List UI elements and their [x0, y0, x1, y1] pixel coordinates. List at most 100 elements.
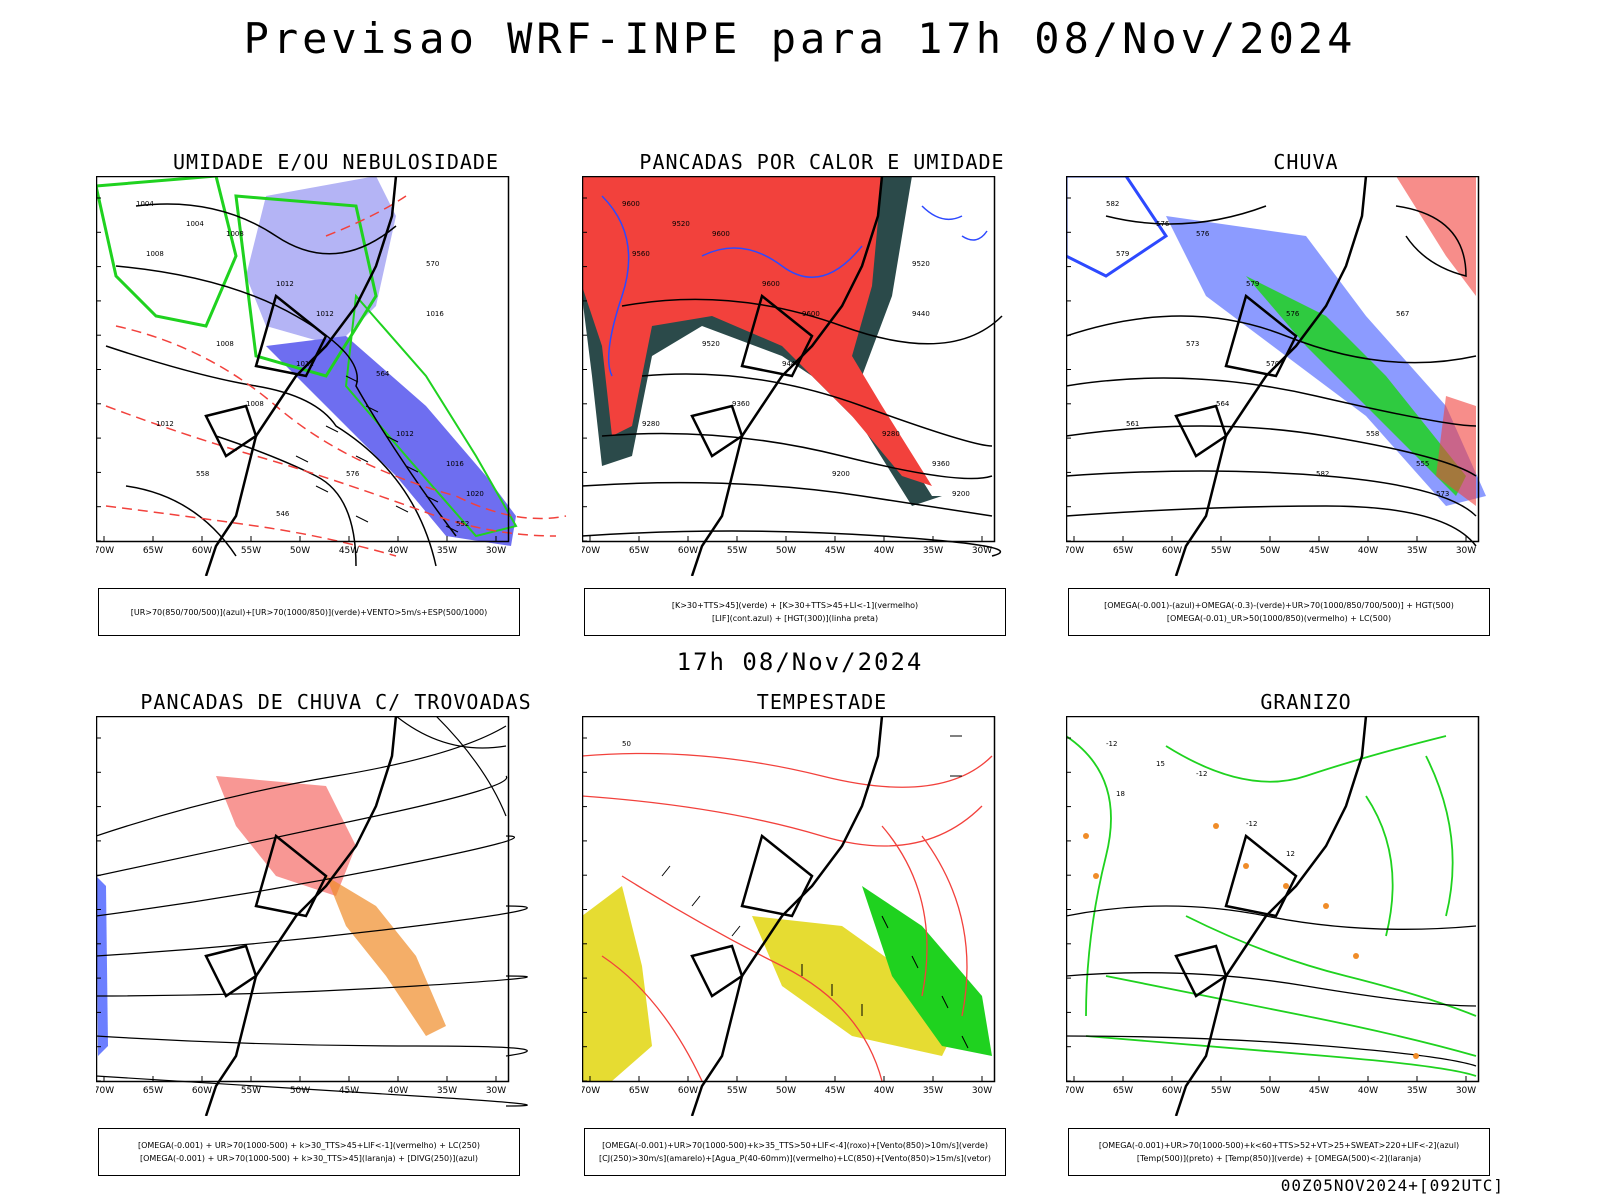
- contour-label: 573: [1436, 490, 1449, 498]
- lon-tick-label: 60W: [1162, 546, 1182, 556]
- contour-label: 579: [1246, 280, 1259, 288]
- lon-tick-label: 70W: [1066, 1086, 1084, 1096]
- contour-label: 546: [276, 510, 290, 518]
- coastline: [690, 176, 884, 576]
- contour-label: 552: [456, 520, 469, 528]
- contour-label: 12: [1286, 850, 1295, 858]
- lon-tick-label: 35W: [1407, 546, 1427, 556]
- contour-label: 582: [1106, 200, 1119, 208]
- temp850-green: [1066, 735, 1477, 1077]
- legend-tempestade: [OMEGA(-0.001)+UR>70(1000-500)+k>35_TTS>…: [584, 1128, 1006, 1176]
- lon-tick-label: 60W: [1162, 1086, 1182, 1096]
- map-pancadas-calor: 12S15S18S21S24S27S30S33S36S39S42S70W65W6…: [582, 176, 1003, 576]
- lon-tick-label: 30W: [972, 1086, 992, 1096]
- green-band: [1246, 276, 1466, 496]
- height-contours: [105, 195, 567, 557]
- contour-label: 9600: [762, 280, 780, 288]
- contour-label: 1020: [466, 490, 484, 498]
- blue-patch-1: [1066, 176, 1169, 278]
- lon-tick-label: 55W: [727, 1086, 747, 1096]
- lon-tick-label: 40W: [388, 546, 408, 556]
- red-patch: [216, 776, 356, 896]
- map-granizo: 12S15S18S21S24S27S30S33S36S39S42S70W65W6…: [1066, 716, 1480, 1116]
- contour-label: -12: [1196, 770, 1207, 778]
- lon-tick-label: 30W: [486, 546, 506, 556]
- omega-orange: [1083, 823, 1419, 1059]
- lon-tick-label: 35W: [923, 546, 943, 556]
- contour-label: -12: [1246, 820, 1257, 828]
- contour-label: 576: [1156, 220, 1170, 228]
- contour-label: 564: [1216, 400, 1230, 408]
- lon-tick-label: 50W: [290, 1086, 310, 1096]
- contour-label: 1012: [156, 420, 174, 428]
- contour-label: 9600: [802, 310, 820, 318]
- legend-granizo: [OMEGA(-0.001)+UR>70(1000-500)+k<60+TTS>…: [1068, 1128, 1490, 1176]
- lon-tick-label: 70W: [1066, 546, 1084, 556]
- contour-label: -12: [1106, 740, 1117, 748]
- contour-label: 567: [1396, 310, 1409, 318]
- lon-tick-label: 45W: [339, 1086, 359, 1096]
- panel-title: CHUVA: [1273, 150, 1339, 174]
- contour-label: 558: [196, 470, 209, 478]
- contour-label: 582: [1316, 470, 1329, 478]
- contour-label: 573: [1186, 340, 1199, 348]
- lon-tick-label: 45W: [1309, 546, 1329, 556]
- lon-tick-label: 45W: [339, 546, 359, 556]
- panel-tempestade: TEMPESTADE 12S15S18S21S24S27S30S33S36S39…: [582, 690, 1082, 1190]
- contour-label: 9360: [732, 400, 750, 408]
- lon-tick-label: 45W: [825, 1086, 845, 1096]
- lon-tick-label: 60W: [678, 546, 698, 556]
- footer-run-info: 00Z05NOV2024+[092UTC]: [1280, 1176, 1504, 1195]
- lon-tick-label: 40W: [1358, 546, 1378, 556]
- lon-tick-label: 55W: [241, 546, 261, 556]
- lon-tick-label: 30W: [972, 546, 992, 556]
- contour-label: 555: [1416, 460, 1429, 468]
- lon-tick-label: 30W: [1456, 546, 1476, 556]
- lon-tick-label: 40W: [1358, 1086, 1378, 1096]
- contour-label: 576: [1286, 310, 1300, 318]
- lon-tick-label: 30W: [1456, 1086, 1476, 1096]
- lon-tick-label: 60W: [192, 1086, 212, 1096]
- contour-label: 9600: [622, 200, 640, 208]
- contour-label: 1008: [246, 400, 264, 408]
- coastline: [1174, 716, 1368, 1116]
- contour-label: 1012: [296, 360, 314, 368]
- contour-label: 9440: [782, 360, 800, 368]
- lon-tick-label: 65W: [1113, 1086, 1133, 1096]
- lon-tick-label: 45W: [825, 546, 845, 556]
- lon-tick-label: 70W: [582, 546, 600, 556]
- legend-chuva: [OMEGA(-0.001)-(azul)+OMEGA(-0.3)-(verde…: [1068, 588, 1490, 636]
- streamlines: [96, 716, 528, 1107]
- lon-tick-label: 50W: [1260, 546, 1280, 556]
- lon-tick-label: 65W: [629, 546, 649, 556]
- map-pancadas-trovoadas: 12S15S18S21S24S27S30S33S36S39S42S70W65W6…: [96, 716, 528, 1116]
- green-region-1: [96, 176, 238, 328]
- green-patch: [862, 886, 992, 1056]
- panel-title: PANCADAS DE CHUVA C/ TROVOADAS: [140, 690, 532, 714]
- wind-vectors: [661, 735, 969, 1049]
- contour-label: 1008: [146, 250, 164, 258]
- purple-band: [266, 336, 516, 546]
- yellow-patch-1: [582, 886, 652, 1081]
- lon-tick-label: 45W: [1309, 1086, 1329, 1096]
- blue-patch: [96, 876, 108, 1056]
- lon-tick-label: 50W: [776, 1086, 796, 1096]
- lon-tick-label: 35W: [437, 546, 457, 556]
- map-umidade: 12S15S18S21S24S27S30S33S36S39S42S70W65W6…: [96, 176, 567, 576]
- panel-umidade: UMIDADE E/OU NEBULOSIDADE: [96, 150, 596, 650]
- lon-tick-label: 55W: [241, 1086, 261, 1096]
- red-patch-1: [1396, 176, 1476, 296]
- contour-label: 1016: [446, 460, 464, 468]
- lon-tick-label: 35W: [437, 1086, 457, 1096]
- lon-tick-label: 50W: [776, 546, 796, 556]
- lon-tick-label: 65W: [629, 1086, 649, 1096]
- contour-label: 579: [1116, 250, 1129, 258]
- contour-label: 1012: [316, 310, 334, 318]
- lon-tick-label: 60W: [192, 546, 212, 556]
- contour-label: 564: [376, 370, 390, 378]
- lon-tick-label: 55W: [1211, 1086, 1231, 1096]
- legend-pancadas-trovoadas: [OMEGA(-0.001) + UR>70(1000-500) + k>30_…: [98, 1128, 520, 1176]
- lon-tick-label: 40W: [388, 1086, 408, 1096]
- lon-tick-label: 65W: [143, 1086, 163, 1096]
- contour-label: 9560: [632, 250, 650, 258]
